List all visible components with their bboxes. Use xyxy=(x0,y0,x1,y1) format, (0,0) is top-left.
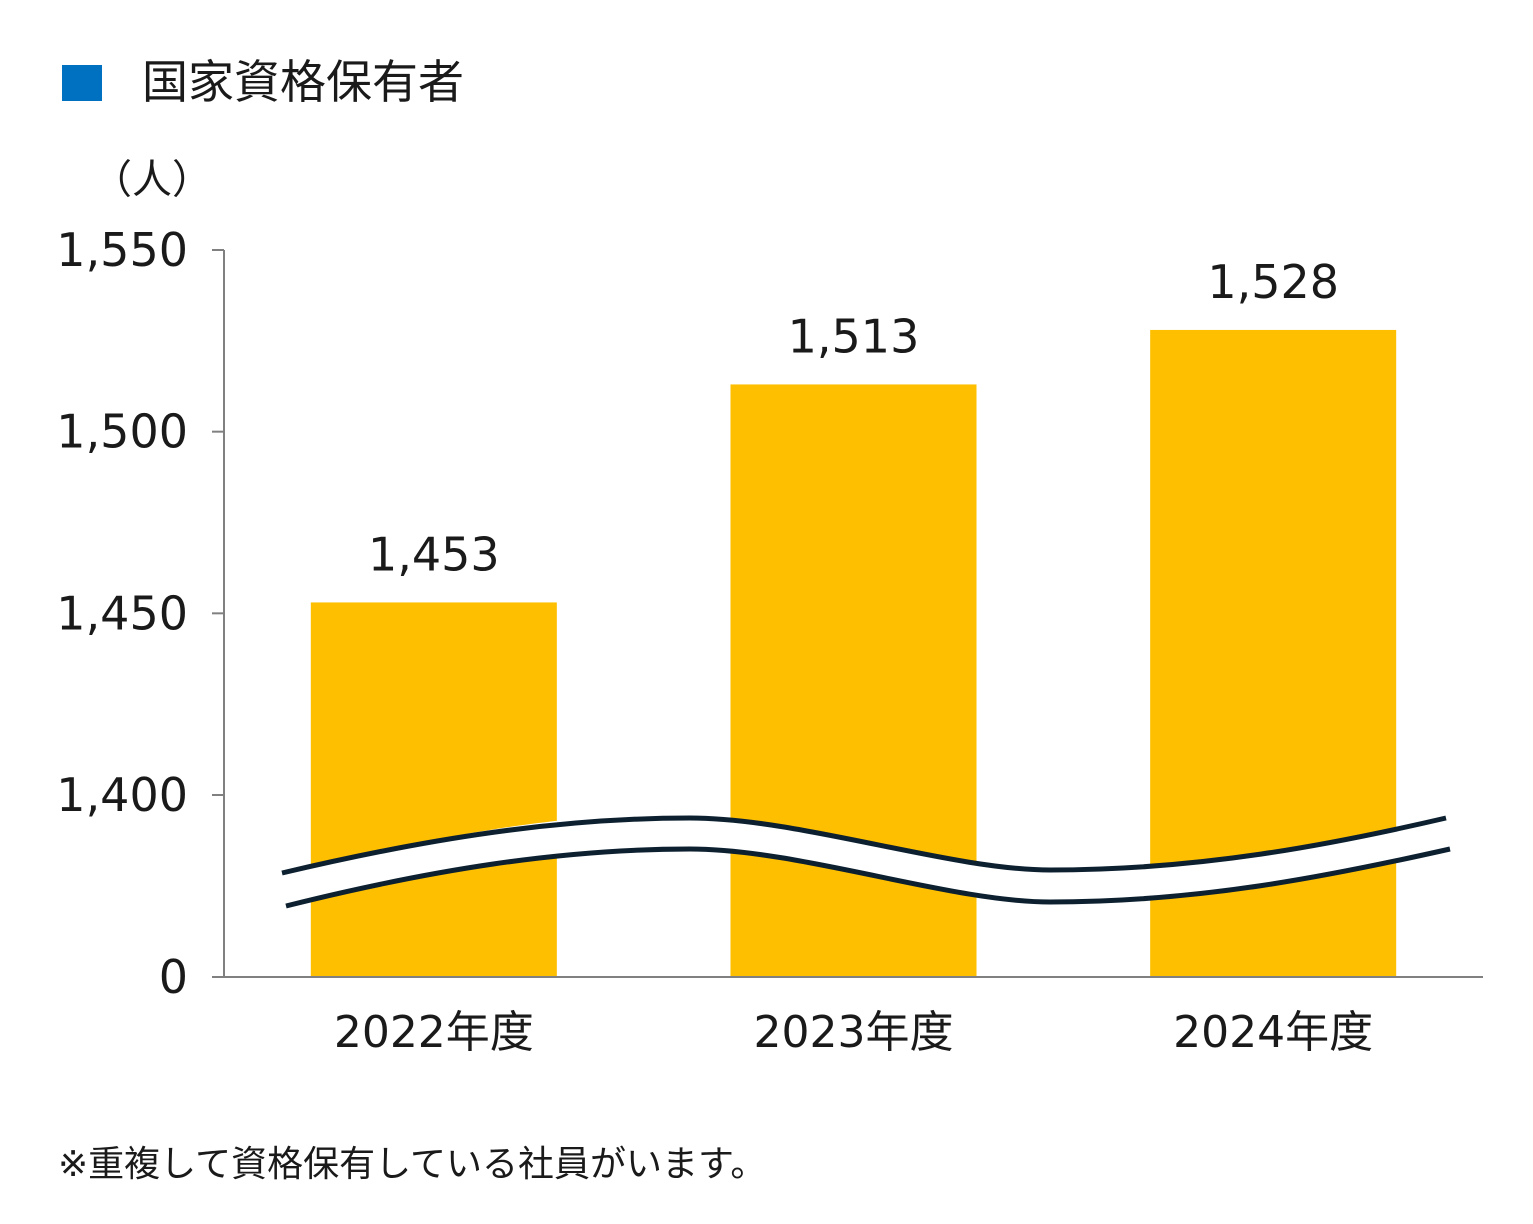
x-tick-label: 2022年度 xyxy=(334,1007,534,1058)
y-tick-label: 0 xyxy=(159,950,188,1004)
y-axis-unit-label: （人） xyxy=(92,157,212,203)
data-label: 1,453 xyxy=(368,527,500,581)
footnote: ※重複して資格保有している社員がいます。 xyxy=(58,1144,767,1185)
y-tick-label: 1,500 xyxy=(56,405,188,459)
axis-break-line-upper xyxy=(281,815,1447,876)
y-tick-label: 1,550 xyxy=(56,223,188,277)
x-tick-label: 2024年度 xyxy=(1173,1007,1373,1058)
data-label: 1,528 xyxy=(1207,255,1339,309)
legend-label: 国家資格保有者 xyxy=(142,55,464,109)
data-label: 1,513 xyxy=(788,309,920,363)
legend-swatch xyxy=(62,65,102,101)
y-tick-label: 1,400 xyxy=(56,768,188,822)
axis-break-band xyxy=(282,815,1450,906)
axis-break-line-lower xyxy=(285,846,1451,909)
bar xyxy=(310,602,557,977)
y-tick-label: 1,450 xyxy=(56,586,188,640)
x-tick-label: 2023年度 xyxy=(754,1007,954,1058)
